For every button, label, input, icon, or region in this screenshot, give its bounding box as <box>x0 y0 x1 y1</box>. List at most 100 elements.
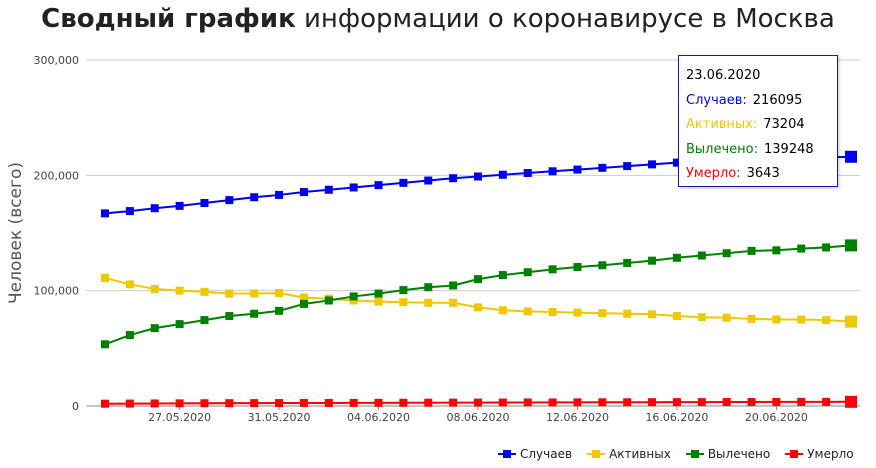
legend-swatch <box>498 450 516 458</box>
data-point <box>150 204 159 213</box>
tooltip-date: 23.06.2020 <box>686 68 761 83</box>
data-point <box>672 398 681 407</box>
data-point <box>449 298 458 307</box>
data-point <box>573 398 582 407</box>
data-point <box>598 398 607 407</box>
data-point <box>845 315 857 328</box>
x-axis-ticks: 27.05.2020 31.05.2020 04.06.2020 08.06.2020… <box>148 406 808 424</box>
chart-legend: Случаев Активных Вылечено Умерло <box>498 447 854 461</box>
data-point <box>498 271 507 280</box>
data-point <box>299 188 308 197</box>
tooltip-row-value: 73204 <box>763 117 805 132</box>
x-tick-label: 12.06.2020 <box>546 411 609 424</box>
x-tick-label: 20.06.2020 <box>745 411 808 424</box>
data-point <box>822 316 831 325</box>
series-Активных <box>101 273 857 328</box>
data-point <box>150 284 159 293</box>
data-point <box>349 183 358 192</box>
x-tick-label: 16.06.2020 <box>645 411 708 424</box>
legend-item[interactable]: Вылечено <box>685 447 770 461</box>
tooltip-row: Вылечено: 139248 <box>686 138 837 163</box>
data-point <box>424 283 433 292</box>
data-point <box>722 313 731 322</box>
data-point <box>772 315 781 324</box>
data-point <box>548 308 557 317</box>
tooltip-row-label: Умерло: <box>686 166 741 181</box>
data-point <box>324 185 333 194</box>
hover-tooltip: 23.06.2020 Случаев: 216095 Активных: 73204 В… <box>678 55 838 187</box>
tooltip-row: Активных: 73204 <box>686 113 837 138</box>
data-point <box>498 398 507 407</box>
tooltip-row-label: Активных: <box>686 117 758 132</box>
data-point <box>474 172 482 181</box>
chart-title: Сводный график информации о коронавирусе… <box>0 4 876 34</box>
data-point <box>275 190 284 199</box>
x-tick-label: 31.05.2020 <box>248 411 311 424</box>
data-point <box>523 268 532 277</box>
data-point <box>399 286 408 295</box>
data-point <box>623 309 632 318</box>
tooltip-row: Случаев: 216095 <box>686 89 837 114</box>
legend-item[interactable]: Активных <box>587 447 671 461</box>
legend-label: Случаев <box>520 447 573 461</box>
data-point <box>822 243 831 252</box>
series-Вылечено <box>101 239 857 349</box>
data-point <box>672 253 681 262</box>
data-point <box>200 287 209 296</box>
data-point <box>424 398 433 407</box>
tooltip-row: Умерло: 3643 <box>686 162 837 187</box>
series-group <box>101 150 857 408</box>
data-point <box>275 306 284 315</box>
data-point <box>797 244 806 253</box>
series-line <box>104 277 852 323</box>
data-point <box>449 281 458 290</box>
data-point <box>648 256 657 265</box>
data-point <box>747 314 756 323</box>
data-point <box>324 398 333 407</box>
data-point <box>797 397 806 406</box>
data-point <box>399 298 408 307</box>
data-point <box>548 398 557 407</box>
data-point <box>374 297 383 306</box>
legend-item[interactable]: Случаев <box>498 447 572 461</box>
data-point <box>275 288 284 297</box>
data-point <box>225 312 234 321</box>
legend-swatch <box>587 450 606 458</box>
data-point <box>275 399 284 408</box>
data-point <box>125 331 134 340</box>
data-point <box>225 196 234 205</box>
data-point <box>697 313 706 322</box>
x-tick-label: 04.06.2020 <box>347 411 410 424</box>
data-point <box>175 286 184 295</box>
data-point <box>250 399 259 408</box>
data-point <box>125 207 134 216</box>
data-point <box>598 261 607 270</box>
data-point <box>474 303 482 312</box>
data-point <box>523 169 532 178</box>
data-point <box>822 397 831 406</box>
data-point <box>299 299 308 308</box>
data-point <box>200 199 209 208</box>
data-point <box>374 398 383 407</box>
data-point <box>498 306 507 315</box>
data-point <box>474 398 482 407</box>
data-point <box>598 309 607 318</box>
legend-item[interactable]: Умерло <box>785 447 854 461</box>
data-point <box>573 165 582 174</box>
data-point <box>250 309 259 318</box>
data-point <box>623 258 632 267</box>
data-point <box>845 239 857 252</box>
data-point <box>349 296 358 305</box>
data-point <box>399 398 408 407</box>
data-point <box>772 246 781 255</box>
data-point <box>548 167 557 176</box>
y-tick-label: 200,000 <box>34 169 80 182</box>
data-point <box>175 201 184 210</box>
data-point <box>101 209 109 218</box>
data-point <box>672 312 681 321</box>
data-point <box>449 174 458 183</box>
data-point <box>845 150 857 163</box>
data-point <box>424 176 433 185</box>
data-point <box>374 181 383 190</box>
data-point <box>150 399 159 408</box>
